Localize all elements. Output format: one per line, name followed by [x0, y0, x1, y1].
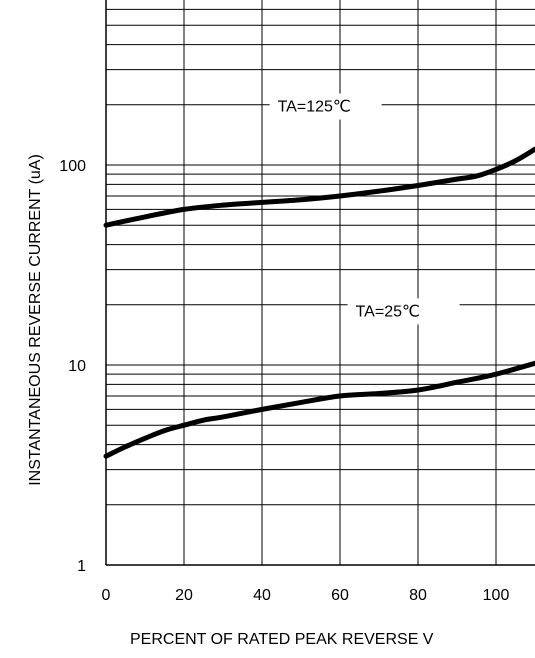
- x-tick-label: 40: [253, 587, 271, 604]
- series-annotation: TA=25℃: [356, 303, 420, 320]
- x-axis-label: PERCENT OF RATED PEAK REVERSE V: [130, 631, 434, 648]
- series-line: [103, 360, 535, 459]
- series-group: TA=125℃ TA=25℃: [103, 93, 535, 459]
- tick-labels: 0 20 40 60 80 100 1 10 100: [59, 158, 509, 604]
- y-tick-label: 100: [59, 158, 86, 175]
- x-tick-label: 80: [409, 587, 427, 604]
- series-line: [103, 146, 535, 228]
- annotation-background: [347, 298, 460, 325]
- series-annotation: TA=125℃: [278, 99, 351, 116]
- x-tick-label: 60: [331, 587, 349, 604]
- x-tick-label: 20: [175, 587, 193, 604]
- grid: [105, 0, 535, 566]
- y-axis-label: INSTANTANEOUS REVERSE CURRENT (uA): [27, 154, 44, 486]
- y-tick-label: 1: [77, 558, 86, 575]
- y-tick-label: 10: [68, 358, 86, 375]
- annotation-background: [269, 93, 382, 120]
- x-tick-label: 0: [102, 587, 111, 604]
- x-tick-label: 100: [483, 587, 510, 604]
